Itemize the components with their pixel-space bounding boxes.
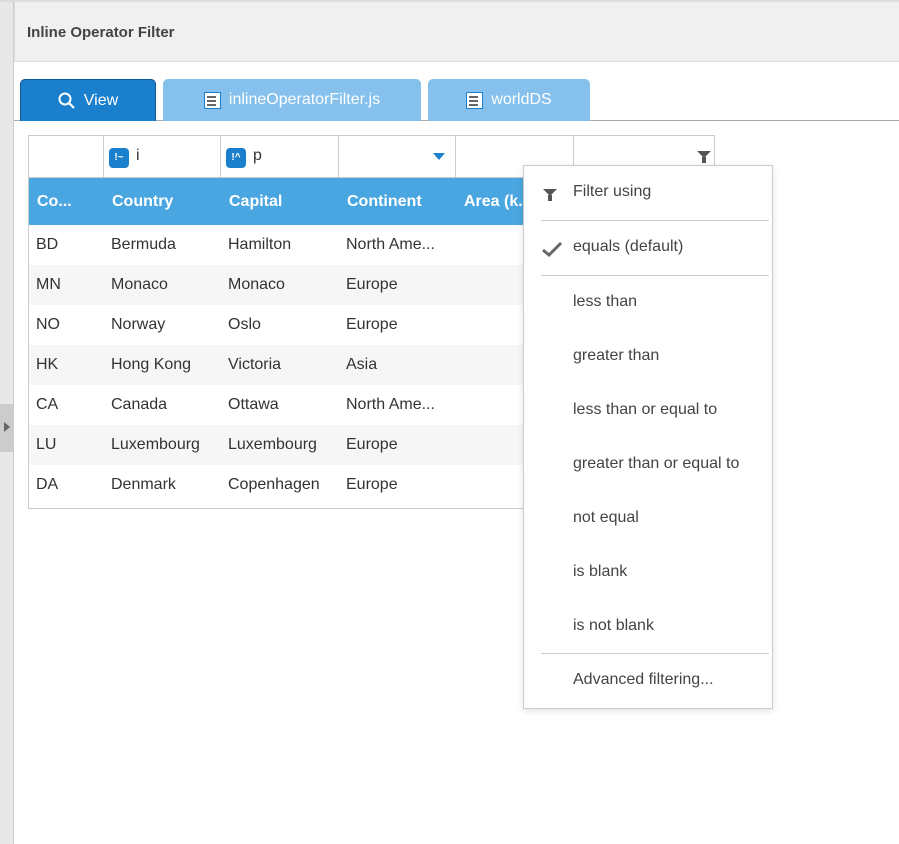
table-cell: HK [36,356,59,373]
tab-view[interactable]: View [20,79,156,121]
filter-row: !~ i !^ p [29,136,714,178]
tab-worldds[interactable]: worldDS [428,79,590,121]
menu-item-advanced-filtering[interactable]: Advanced filtering... [573,671,714,688]
menu-item[interactable]: is not blank [573,617,654,634]
filter-cell-code[interactable] [29,136,104,178]
table-cell: NO [36,316,60,333]
table-cell: Europe [346,476,398,493]
page-title: Inline Operator Filter [27,24,175,41]
tab-label: View [83,91,119,109]
menu-item[interactable]: less than [573,293,638,310]
table-cell: Oslo [228,316,261,333]
column-header-capital[interactable]: Capital [229,193,283,210]
menu-item-equals[interactable]: equals (default) [573,238,684,255]
tab-inlineoperatorfilter-js[interactable]: inlineOperatorFilter.js [163,79,421,121]
table-cell: Ottawa [228,396,279,413]
table-cell: Luxembourg [228,436,317,453]
filter-icon[interactable] [697,151,711,163]
table-cell: Canada [111,396,168,413]
table-cell: LU [36,436,57,453]
table-cell: North Ame... [346,236,435,253]
menu-item[interactable]: less than or equal to [573,401,718,418]
table-cell: Copenhagen [228,476,320,493]
tab-bar: View inlineOperatorFilter.js worldDS [14,62,899,121]
tab-label: worldDS [491,91,552,108]
column-header-continent[interactable]: Continent [347,193,422,210]
filter-cell-country[interactable]: !~ i [104,136,221,178]
document-icon [203,91,221,109]
table-cell: Asia [346,356,378,373]
table-cell: Luxembourg [111,436,200,453]
menu-item[interactable]: greater than or equal to [573,455,740,472]
menu-divider [541,220,769,221]
table-cell: Denmark [111,476,176,493]
table-cell: Monaco [111,276,168,293]
column-header-country[interactable]: Country [112,193,174,210]
menu-item[interactable]: greater than [573,347,660,364]
menu-item[interactable]: is blank [573,563,628,580]
column-header-code[interactable]: Co... [37,193,72,210]
filter-cell-area[interactable] [456,136,574,178]
filter-value: i [136,147,140,164]
table-cell: Monaco [228,276,285,293]
table-cell: Norway [111,316,166,333]
table-cell: Europe [346,316,398,333]
table-cell: BD [36,236,59,253]
filter-cell-continent[interactable] [339,136,456,178]
filter-icon [543,189,557,201]
dropdown-arrow-icon[interactable] [433,153,445,160]
table-cell: Bermuda [111,236,176,253]
top-border [0,0,899,2]
table-cell: Hong Kong [111,356,192,373]
table-cell: CA [36,396,59,413]
menu-item[interactable]: not equal [573,509,639,526]
page-header: Inline Operator Filter [14,2,899,62]
expand-panel-handle[interactable] [0,404,14,452]
search-icon [58,92,75,109]
table-cell: MN [36,276,61,293]
menu-divider [541,275,769,276]
table-cell: Victoria [228,356,282,373]
document-icon [466,91,484,109]
table-cell: Europe [346,436,398,453]
operator-badge[interactable]: !~ [109,148,129,168]
operator-badge[interactable]: !^ [226,148,246,168]
filter-operator-menu: Filter using equals (default) less than g… [523,165,773,709]
filter-cell-capital[interactable]: !^ p [221,136,339,178]
table-cell: Hamilton [228,236,292,253]
table-cell: North Ame... [346,396,435,413]
table-cell: DA [36,476,59,493]
filter-value: p [253,147,262,164]
tab-label: inlineOperatorFilter.js [228,91,381,108]
menu-title: Filter using [573,183,652,200]
checkmark-icon [542,241,563,258]
menu-divider [541,653,769,654]
column-header-area[interactable]: Area (k... [464,193,532,210]
table-cell: Europe [346,276,398,293]
